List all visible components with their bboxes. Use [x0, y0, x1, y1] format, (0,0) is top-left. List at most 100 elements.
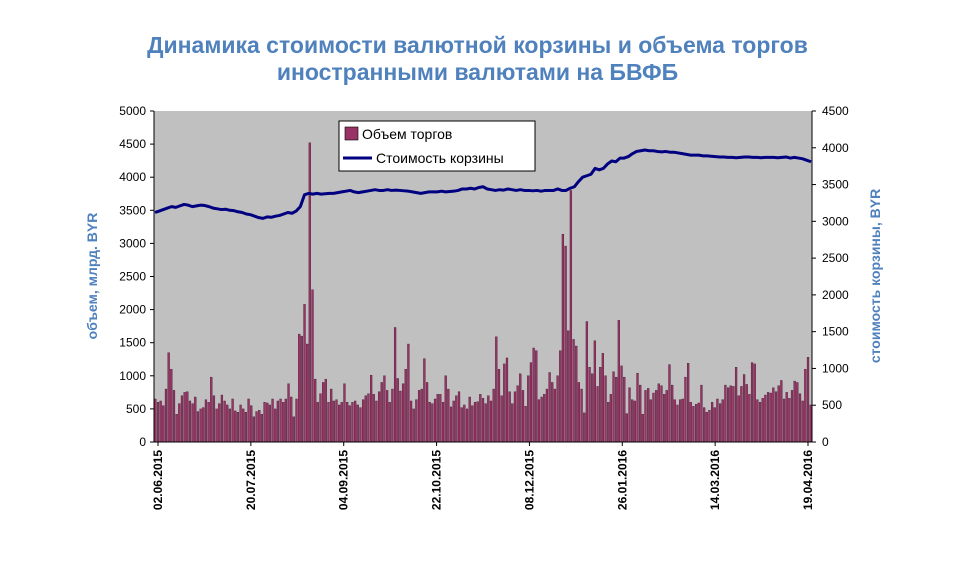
volume-bar — [236, 412, 240, 443]
volume-bar — [404, 369, 407, 443]
volume-bar — [383, 375, 386, 443]
volume-bar — [556, 375, 559, 443]
volume-bar — [439, 394, 442, 443]
volume-bar — [332, 400, 335, 443]
volume-bar — [521, 390, 525, 443]
volume-bar — [258, 410, 261, 443]
volume-bar — [311, 289, 314, 443]
y-tick-label-left: 4000 — [119, 170, 146, 184]
volume-bar — [780, 380, 783, 443]
volume-bar — [266, 402, 269, 443]
volume-bar — [492, 388, 495, 443]
volume-bar — [175, 414, 178, 443]
y-tick-label-right: 1500 — [822, 325, 849, 339]
volume-bar — [777, 385, 780, 443]
y-tick-label-left: 2000 — [119, 303, 146, 317]
volume-bar — [782, 398, 786, 443]
volume-bar — [423, 358, 426, 443]
volume-bar — [790, 390, 794, 443]
volume-bar — [628, 387, 631, 443]
y-tick-label-left: 2500 — [119, 270, 146, 284]
volume-bar — [793, 380, 796, 443]
volume-bar — [801, 400, 804, 443]
volume-bar — [732, 386, 735, 443]
volume-bar — [575, 345, 578, 443]
volume-bar — [609, 394, 612, 443]
volume-bar — [348, 405, 351, 443]
volume-bar — [210, 376, 213, 443]
volume-bar — [167, 352, 170, 443]
volume-bar — [687, 363, 690, 443]
volume-bar — [588, 367, 591, 443]
volume-bar — [178, 403, 181, 443]
volume-bar — [524, 406, 527, 443]
volume-bar — [239, 404, 242, 443]
volume-bar — [156, 402, 160, 443]
volume-bar — [537, 399, 541, 443]
volume-bar — [356, 404, 359, 443]
volume-bar — [758, 402, 762, 443]
volume-bar — [713, 407, 716, 443]
volume-bar — [742, 374, 746, 443]
y-tick-label-left: 4500 — [119, 137, 146, 151]
volume-bar — [306, 343, 309, 443]
volume-bar — [785, 392, 788, 443]
volume-bar — [234, 410, 237, 443]
volume-bar — [322, 382, 325, 443]
volume-bar — [188, 400, 192, 443]
volume-bar — [340, 402, 343, 443]
volume-bar — [380, 382, 383, 443]
basket-line — [154, 148, 812, 220]
volume-bar — [676, 404, 679, 443]
volume-bar — [508, 391, 511, 443]
volume-bar — [561, 233, 565, 443]
volume-bar — [612, 371, 615, 443]
volume-bar — [335, 399, 338, 443]
volume-bar — [705, 412, 708, 443]
volume-bar — [250, 405, 253, 443]
volume-bar — [756, 399, 759, 443]
volume-bar — [809, 404, 812, 443]
volume-bar — [207, 402, 210, 443]
volume-bar — [354, 400, 357, 443]
volume-bar — [596, 386, 599, 443]
y-tick-label-left: 5000 — [119, 104, 146, 118]
volume-bar — [489, 400, 493, 443]
y-tick-label-right: 2000 — [822, 288, 849, 302]
volume-bar — [636, 372, 639, 443]
volume-bar — [641, 414, 644, 443]
volume-bar — [204, 399, 208, 443]
volume-bar — [170, 369, 173, 443]
x-tick-label: 19.04.2016 — [801, 450, 815, 510]
y-tick-label-right: 0 — [822, 435, 829, 449]
volume-bar — [519, 373, 522, 443]
volume-bar — [503, 363, 506, 443]
volume-bar — [252, 416, 256, 443]
y-ticks-left: 0 500 1000 1500 2000 2500 3000 3500 4000 4500 5000 — [119, 104, 154, 449]
volume-bar — [159, 400, 162, 443]
x-tick-label: 02.06.2015 — [151, 450, 165, 510]
volume-bar — [362, 399, 365, 443]
volume-bar — [679, 399, 682, 443]
volume-bar — [330, 388, 333, 443]
y-tick-label-right: 3000 — [822, 214, 849, 228]
volume-bar — [553, 388, 557, 443]
volume-bar — [769, 392, 772, 443]
volume-bar — [681, 398, 684, 443]
volume-bar — [316, 402, 319, 443]
chart-title-line-2: иностранными валютами на БВФБ — [276, 59, 679, 85]
volume-bar — [346, 402, 349, 443]
volume-bar — [708, 410, 711, 443]
volume-bar — [745, 384, 748, 443]
y-tick-label-right: 4000 — [822, 141, 849, 155]
legend-label-basket: Стоимость корзины — [376, 150, 504, 166]
volume-bar — [591, 373, 594, 443]
volume-bar — [447, 388, 450, 443]
volume-bar — [196, 411, 200, 443]
volume-bar — [729, 385, 732, 443]
volume-bar — [647, 388, 650, 443]
y-tick-label-right: 4500 — [822, 104, 849, 118]
volume-bar — [460, 407, 463, 443]
x-tick-label: 04.09.2015 — [337, 450, 351, 510]
volume-bar — [324, 378, 327, 443]
